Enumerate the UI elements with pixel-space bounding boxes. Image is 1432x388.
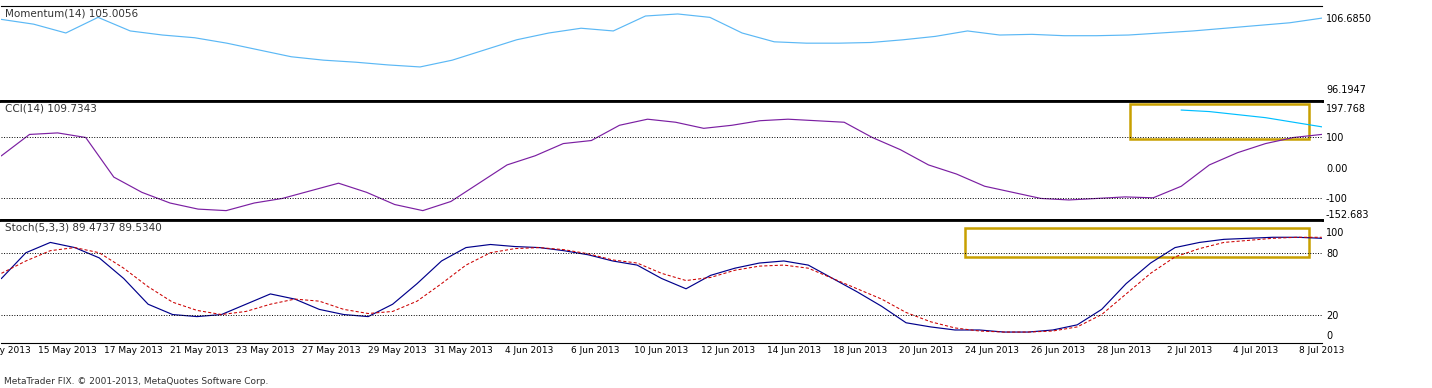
Text: CCI(14) 109.7343: CCI(14) 109.7343 [6,103,97,113]
Bar [1130,104,1309,139]
Bar [965,228,1309,257]
Text: Momentum(14) 105.0056: Momentum(14) 105.0056 [6,9,139,19]
Text: Stoch(5,3,3) 89.4737 89.5340: Stoch(5,3,3) 89.4737 89.5340 [6,222,162,232]
Text: MetaTrader FIX. © 2001-2013, MetaQuotes Software Corp.: MetaTrader FIX. © 2001-2013, MetaQuotes … [4,377,269,386]
